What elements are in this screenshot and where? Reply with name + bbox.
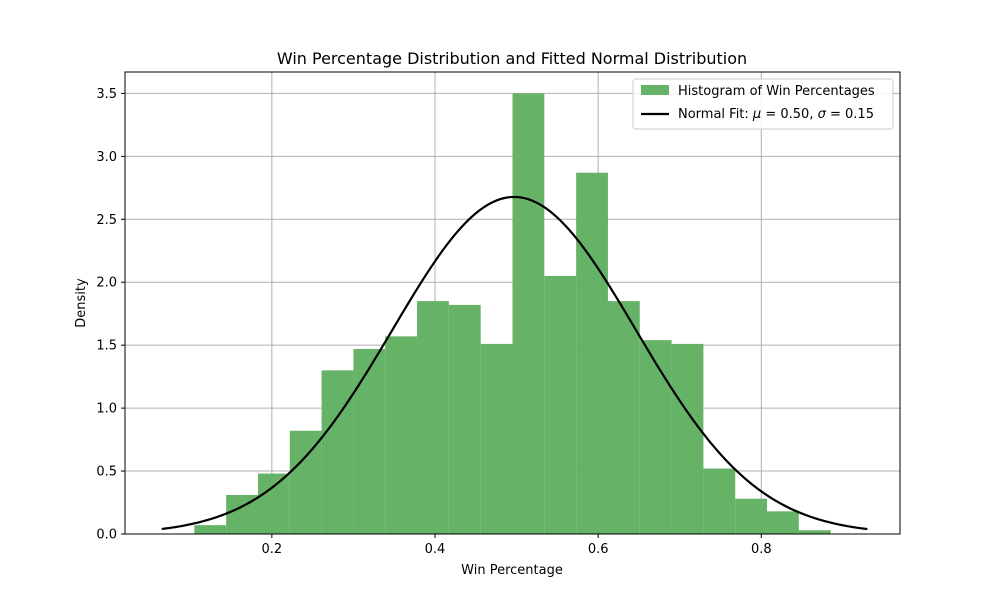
x-axis-ticks: 0.2 0.4 0.6 0.8 [261,534,772,557]
histogram-bar [798,530,831,534]
y-axis-ticks: 0.0 0.5 1.0 1.5 2.0 2.5 3.0 3.5 [96,87,125,543]
legend-box [632,78,894,130]
histogram-bar [576,172,608,535]
histogram-bar [289,430,322,534]
histogram-bar [353,348,386,534]
histogram-bar [735,498,768,534]
legend-mu-equals: = [761,107,780,122]
x-tick-label: 0.2 [261,542,282,557]
plot-frame [124,71,901,535]
histogram-bar [544,275,577,534]
histogram-bar [385,336,418,534]
histogram-bar [703,468,736,534]
y-tick-label: 2.0 [96,276,117,291]
histogram-bar [417,301,449,534]
y-tick-label: 3.5 [96,87,117,102]
legend-label-normal-fit: Normal Fit: μ = 0.50, σ = 0.15 [678,107,874,122]
legend-sigma-equals: = [826,107,845,122]
x-tick-label: 0.8 [751,542,772,557]
legend-sigma-value: 0.15 [845,107,874,122]
histogram-bar [257,473,290,534]
y-tick-label: 0.5 [96,465,117,480]
legend-sigma-symbol: σ [818,107,827,122]
histogram-bars [194,93,831,535]
legend-label-prefix: Normal Fit: [678,107,753,122]
y-axis-label: Density [74,278,89,328]
y-tick-label: 2.5 [96,213,117,228]
histogram-bar [671,343,704,534]
legend-mu-symbol: μ [752,107,761,122]
histogram-bar [607,301,640,534]
legend: Histogram of Win Percentages Normal Fit:… [632,78,894,130]
x-tick-label: 0.6 [588,542,609,557]
legend-separator: , [809,107,817,122]
normal-fit-curve [161,195,868,531]
histogram-bar [194,525,227,534]
y-tick-label: 1.5 [96,339,117,354]
histogram-bar [512,93,545,534]
legend-mu-value: 0.50 [780,107,809,122]
histogram-bar [767,511,799,534]
chart-title: Win Percentage Distribution and Fitted N… [277,49,747,68]
legend-swatch-histogram [641,85,669,95]
legend-label-histogram: Histogram of Win Percentages [678,84,875,99]
y-tick-label: 1.0 [96,402,117,417]
y-tick-label: 0.0 [96,528,117,543]
histogram-bar [639,340,672,534]
y-tick-label: 3.0 [96,150,117,165]
x-axis-label: Win Percentage [461,563,563,578]
histogram-bar [321,370,354,534]
x-tick-label: 0.4 [425,542,446,557]
histogram-bar [480,343,513,534]
histogram-bar [448,304,481,534]
